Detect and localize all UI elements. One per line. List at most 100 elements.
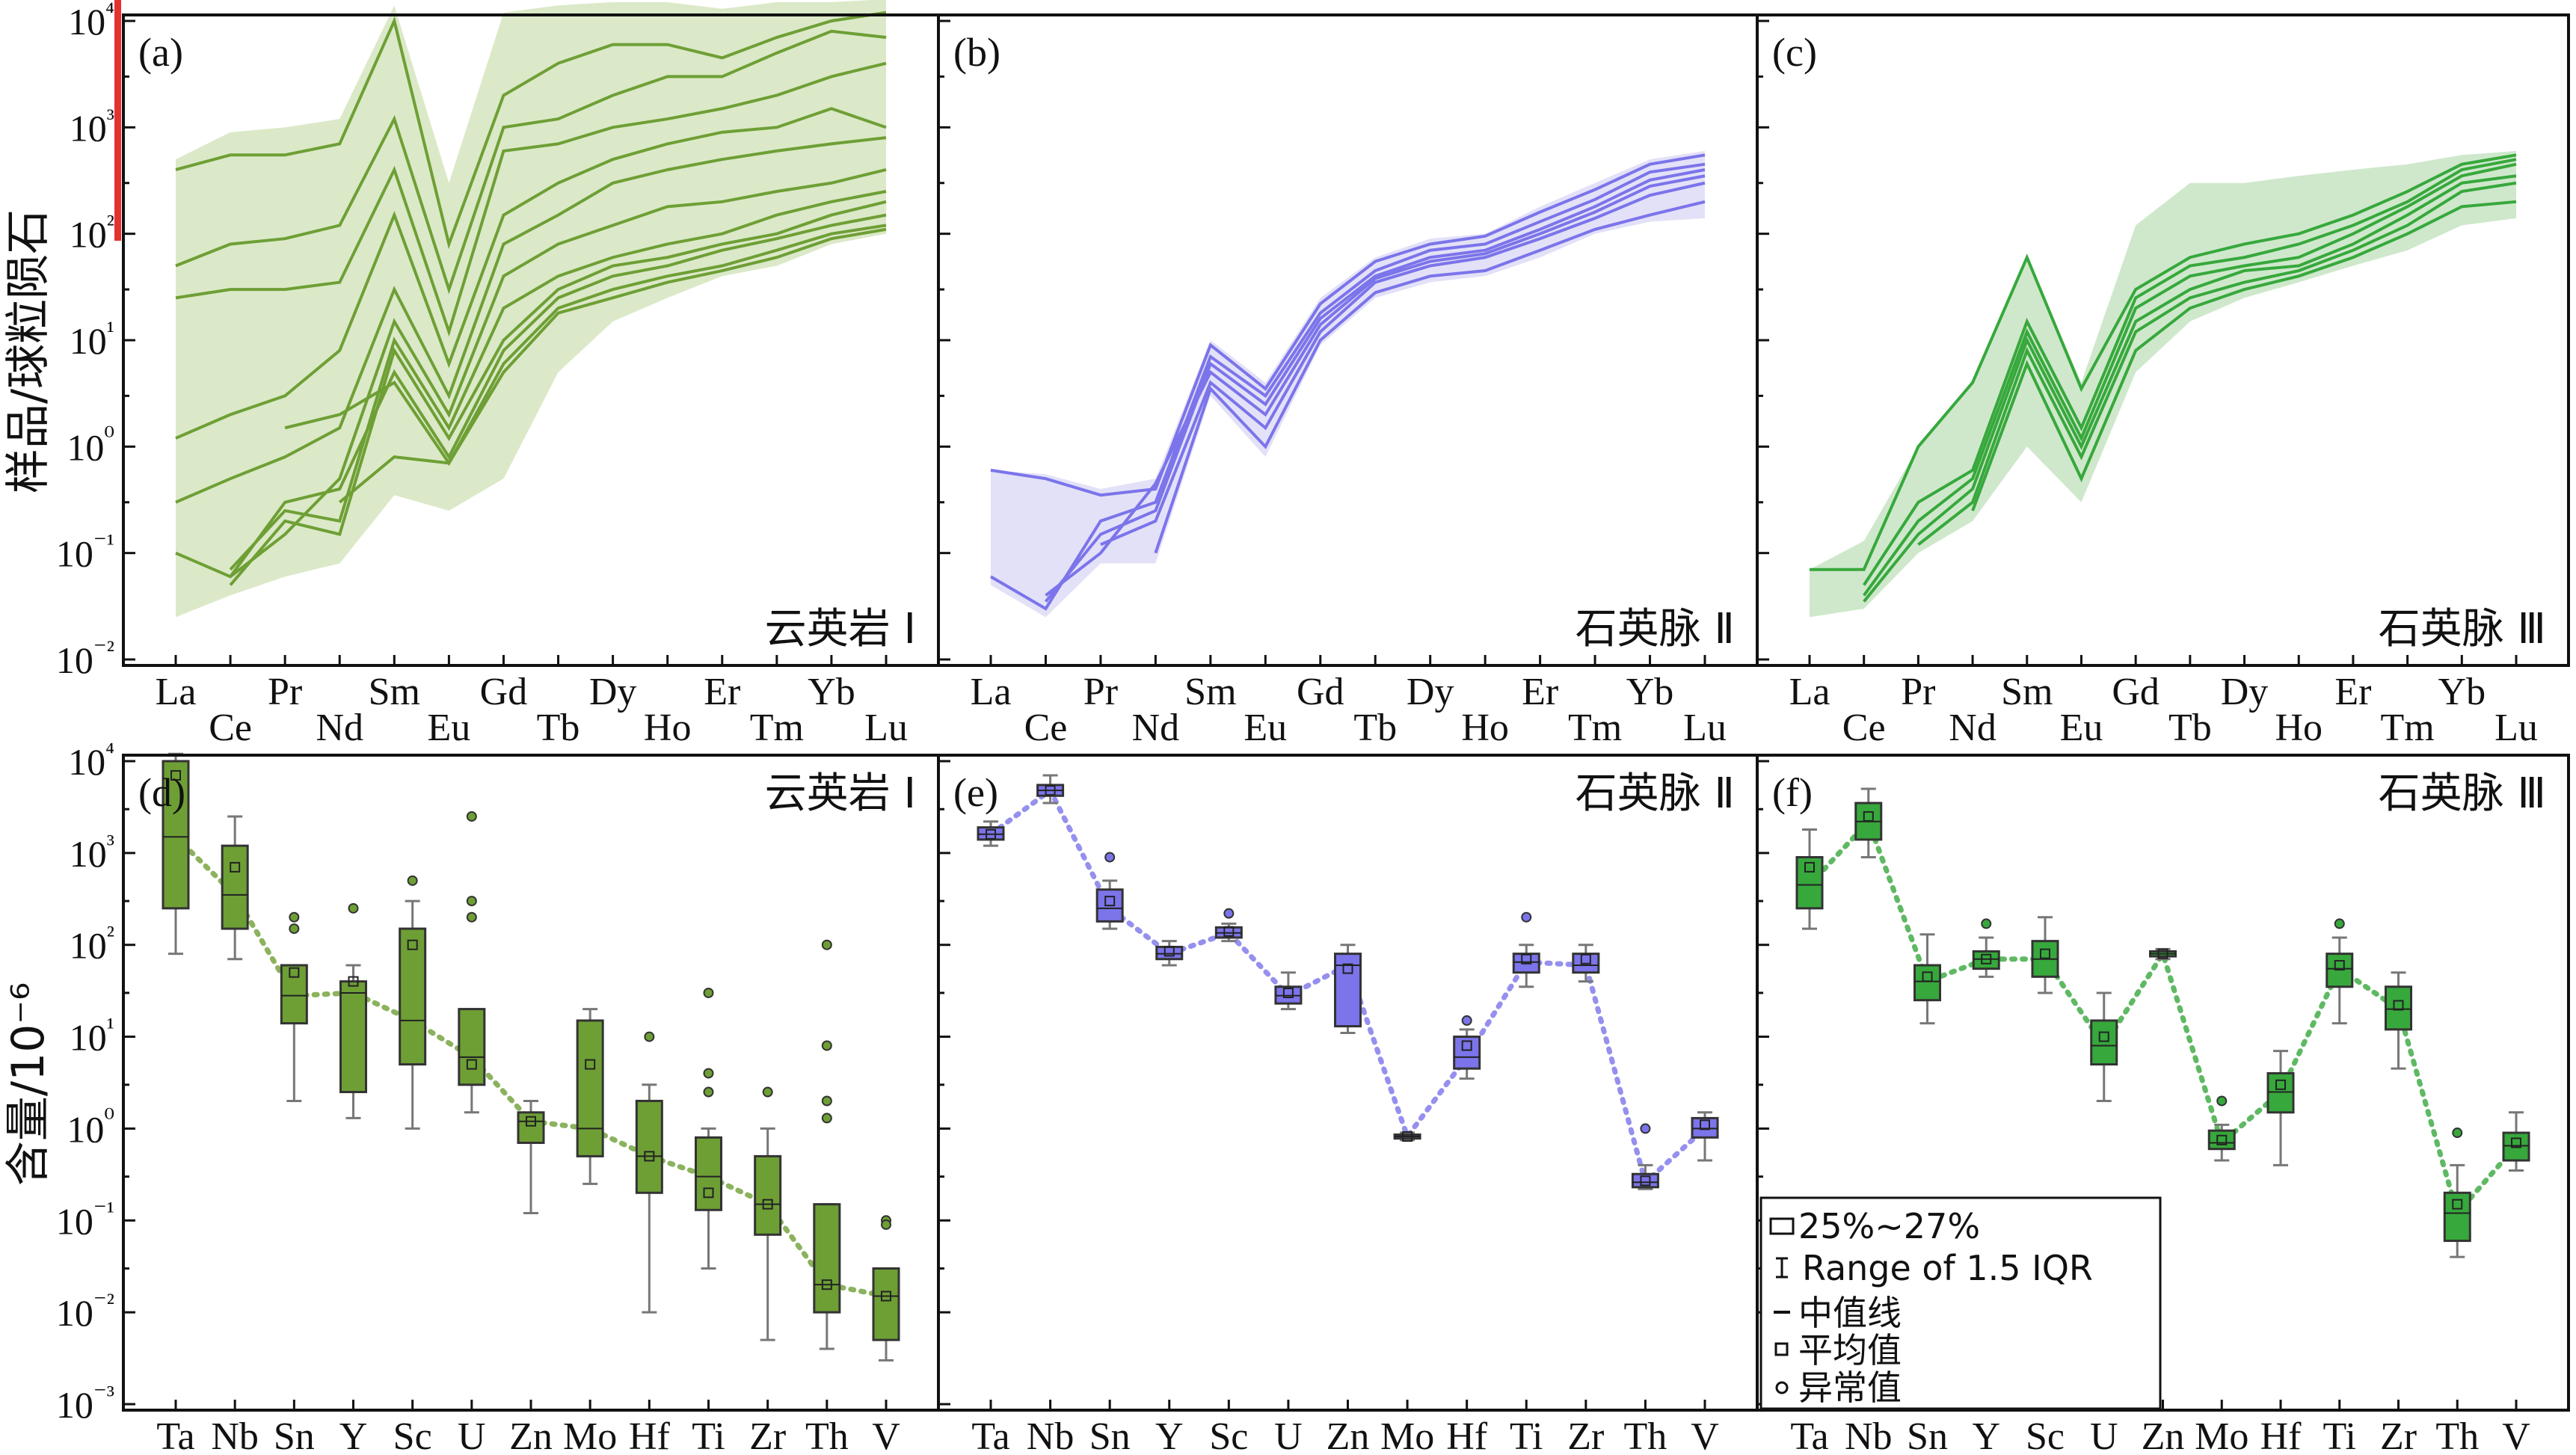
mean-marker (1804, 861, 1815, 873)
xtick-label-f: Y (1972, 1415, 2000, 1455)
xtick-label-b: Ce (1024, 707, 1068, 749)
xtick-label-d: Ta (156, 1415, 194, 1455)
mean-marker (170, 770, 181, 781)
xtick-label-a: Er (704, 671, 740, 713)
outlier-point (289, 911, 300, 923)
xtick-label-b: Tm (1568, 707, 1622, 749)
legend-median-label: 中值线 (1798, 1293, 1902, 1333)
box-body (813, 1203, 841, 1314)
xtick-label-b: Er (1522, 671, 1558, 713)
ytick-base: 10 (68, 741, 105, 783)
box-d-Zn (517, 1099, 545, 1215)
legend-whisker-icon (1776, 1257, 1788, 1279)
outlier-point (1521, 911, 1532, 923)
box-d-Hf (635, 1031, 663, 1314)
mean-marker (2216, 1134, 2228, 1145)
ytick-base: 10 (70, 107, 107, 149)
xtick-label-c: Gd (2112, 671, 2160, 713)
legend-whisker-label: Range of 1.5 IQR (1802, 1248, 2093, 1288)
panel-label-d: (d) (138, 770, 185, 815)
ytick-label-a: 10⁻¹ (56, 530, 114, 575)
box-d-U (458, 810, 486, 1114)
xtick-label-f: Sn (1907, 1415, 1948, 1455)
xtick-label-a: Tm (750, 707, 804, 749)
outlier-point (881, 1219, 891, 1230)
box-f-Zn (2149, 947, 2177, 961)
mean-marker (2040, 948, 2050, 959)
xtick-label-b: Tb (1353, 707, 1397, 749)
rock-label-e: 石英脉 Ⅱ (1576, 769, 1735, 818)
legend-box-icon (1769, 1217, 1795, 1235)
xtick-label-c: Sm (2001, 671, 2053, 713)
mean-marker (2275, 1079, 2286, 1090)
box-body (754, 1154, 782, 1236)
box-e-Th (1631, 1123, 1659, 1190)
series-line-a-6 (229, 190, 887, 571)
outlier-point (1461, 1015, 1472, 1026)
box-body (339, 980, 367, 1094)
xtick-label-f: Nb (1845, 1415, 1893, 1455)
xtick-label-a: Lu (864, 707, 908, 749)
ytick-exp: ⁻² (93, 1289, 114, 1317)
series-line-c-3 (1863, 174, 2517, 603)
xtick-label-a: Eu (428, 707, 471, 749)
xtick-label-a: Nd (316, 707, 363, 749)
mean-marker (1045, 785, 1056, 796)
xtick-label-d: Mo (563, 1415, 617, 1455)
xtick-label-f: Mo (2195, 1415, 2248, 1455)
xtick-label-e: Ti (1510, 1415, 1543, 1455)
mean-marker (348, 976, 359, 987)
rock-label-a: 云英岩 Ⅰ (765, 605, 916, 653)
xtick-label-a: Yb (808, 671, 855, 713)
xtick-label-e: U (1274, 1415, 1303, 1455)
xtick-label-e: Th (1624, 1415, 1667, 1455)
xtick-label-b: Dy (1407, 671, 1454, 713)
box-e-U (1274, 971, 1303, 1011)
ytick-label-a: 10⁴ (68, 0, 114, 43)
xtick-label-c: Dy (2221, 671, 2269, 713)
legend-box-label: 25%~27% (1798, 1206, 1980, 1246)
box-body (2443, 1191, 2471, 1243)
box-body (1795, 855, 1824, 910)
ytick-base: 10 (56, 639, 93, 681)
mean-marker (1223, 926, 1235, 937)
xtick-label-f: V (2502, 1415, 2530, 1455)
rock-label-c: 石英脉 Ⅲ (2379, 605, 2546, 653)
box-body (399, 927, 427, 1066)
ytick-base: 10 (70, 1017, 107, 1059)
xtick-label-d: Zr (749, 1415, 786, 1455)
box-f-Sc (2031, 916, 2059, 994)
xtick-label-f: Ti (2323, 1415, 2356, 1455)
xtick-label-b: Yb (1626, 671, 1674, 713)
box-f-Mo (2207, 1095, 2236, 1162)
series-line-c-4 (1917, 181, 2517, 546)
xtick-label-d: V (872, 1415, 900, 1455)
xtick-label-a: La (156, 671, 197, 713)
mean-marker (1282, 987, 1294, 998)
box-body (2385, 985, 2412, 1031)
xtick-label-a: Pr (268, 671, 302, 713)
outlier-point (2334, 918, 2345, 929)
series-line-b-1 (989, 162, 1706, 611)
box-e-Zr (1572, 944, 1600, 983)
series-line-a-0 (175, 10, 887, 250)
box-f-Hf (2266, 1050, 2295, 1166)
ytick-exp: ⁴ (105, 0, 114, 25)
mean-marker (230, 861, 241, 873)
ytick-label-d: 10⁴ (68, 738, 114, 783)
mean-marker (1863, 810, 1874, 822)
panel-label-a: (a) (138, 30, 183, 75)
ytick-label-d: 10⁻² (56, 1289, 114, 1334)
box-body (576, 1019, 604, 1157)
xtick-label-b: La (971, 671, 1012, 713)
xtick-label-e: Y (1155, 1415, 1184, 1455)
box-e-Sn (1095, 852, 1124, 930)
series-line-c-1 (1863, 158, 2517, 586)
outlier-point (703, 1068, 714, 1079)
xtick-label-e: Zr (1567, 1415, 1604, 1455)
box-body (977, 826, 1005, 841)
xtick-label-d: Th (805, 1415, 849, 1455)
panel-a: 10⁴10³10²10¹10⁰10⁻¹10⁻²LaCePrNdSmEuGdTbD… (56, 0, 940, 749)
xtick-label-c: Ho (2275, 707, 2323, 749)
ytick-base: 10 (70, 833, 107, 875)
